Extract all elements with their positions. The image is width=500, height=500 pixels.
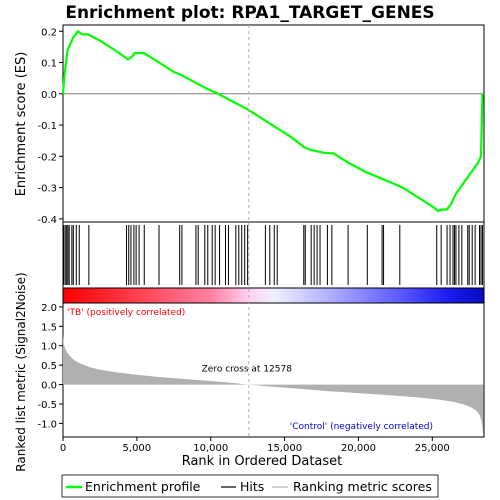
legend-label-hits: Hits [240, 479, 264, 494]
legend-label-enrichment-profile: Enrichment profile [85, 479, 201, 494]
es-plot-frame [62, 24, 485, 223]
es-y-tick-label: -0.1 [37, 121, 57, 132]
metric-y-tick-label: -0.5 [37, 400, 57, 411]
metric-x-tick-label: 0 [60, 443, 66, 454]
metric-y-tick-label: 0.5 [41, 361, 57, 372]
metric-y-tick-label: 2.0 [41, 303, 57, 314]
es-y-tick-label: -0.4 [37, 215, 57, 226]
metric-x-tick-label: 5,000 [123, 443, 152, 454]
es-y-tick-label: -0.2 [37, 152, 57, 163]
rank-colorbar [62, 287, 485, 304]
metric-x-tick-label: 15,000 [267, 443, 302, 454]
es-y-tick-label: 0.1 [41, 59, 57, 70]
metric-x-tick-label: 25,000 [415, 443, 450, 454]
legend-box [61, 474, 439, 498]
metric-y-tick-label: 1.5 [41, 322, 57, 333]
metric-x-tick-label: 10,000 [193, 443, 228, 454]
es-y-tick-label: 0.2 [41, 27, 57, 38]
legend-label-ranking-metric: Ranking metric scores [293, 479, 432, 494]
hit-markers [63, 225, 484, 285]
hits-frame [62, 221, 485, 289]
metric-y-tick-label: 0.0 [41, 381, 57, 392]
negative-correlation-label: 'Control' (negatively correlated) [290, 422, 433, 432]
metric-x-axis-title: Rank in Ordered Dataset [182, 454, 343, 469]
metric-y-axis: 2.0 1.5 1.0 0.5 0.0 -0.5 -1.0 [37, 303, 63, 430]
es-y-tick-label: -0.3 [37, 184, 57, 195]
hits-panel [62, 221, 485, 289]
zero-cross-label: Zero cross at 12578 [202, 365, 293, 375]
enrichment-score-panel: 0.2 0.1 0.0 -0.1 -0.2 -0.3 -0.4 Enrichment sco… [14, 24, 485, 226]
ranking-metric-area [63, 334, 484, 436]
enrichment-profile-line [61, 30, 484, 213]
metric-plot-frame [62, 302, 485, 438]
ranked-metric-panel: 2.0 1.5 1.0 0.5 0.0 -0.5 -1.0 0 5,000 10,000 15,0… [14, 25, 485, 472]
chart-title: Enrichment plot: RPA1_TARGET_GENES [65, 3, 434, 23]
metric-y-axis-title: Ranked list metric (Signal2Noise) [14, 272, 28, 471]
metric-x-tick-label: 20,000 [341, 443, 376, 454]
metric-y-tick-label: -1.0 [37, 419, 57, 430]
positive-correlation-label: 'TB' (positively correlated) [67, 308, 185, 318]
es-y-axis: 0.2 0.1 0.0 -0.1 -0.2 -0.3 -0.4 [37, 27, 63, 226]
metric-x-axis: 0 5,000 10,000 15,000 20,000 25,000 [60, 437, 450, 454]
es-y-axis-title: Enrichment score (ES) [14, 52, 29, 197]
metric-y-tick-label: 1.0 [41, 342, 57, 353]
es-y-tick-label: 0.0 [41, 90, 57, 101]
legend: Enrichment profile Hits Ranking metric s… [61, 474, 439, 498]
